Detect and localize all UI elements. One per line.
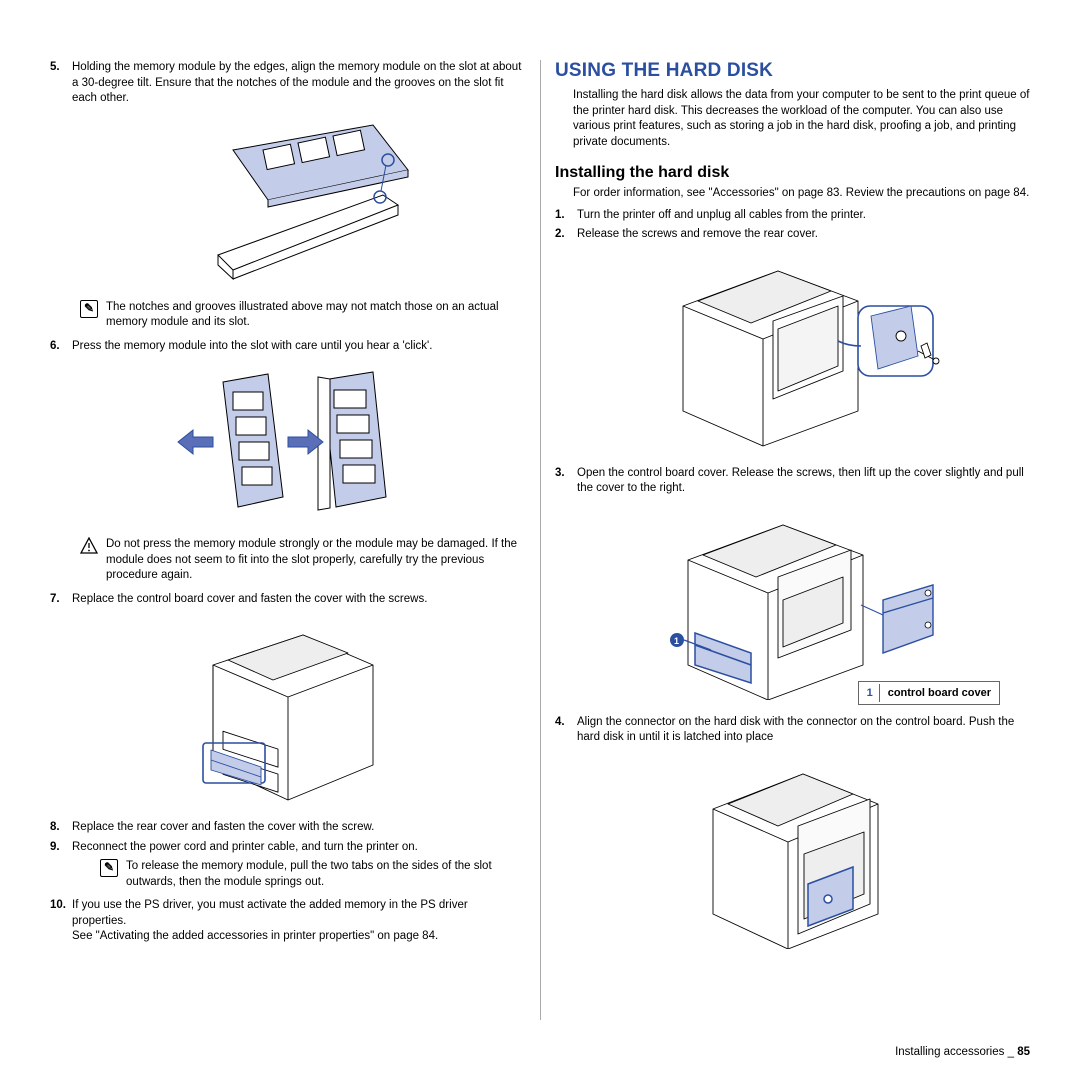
step-8: 8. Replace the rear cover and fasten the… [50, 820, 525, 836]
page-footer: Installing accessories _ 85 [895, 1046, 1030, 1058]
step-6-text: Press the memory module into the slot wi… [72, 340, 432, 352]
note-icon: ✎ [80, 300, 98, 318]
note-notches: ✎ The notches and grooves illustrated ab… [80, 300, 525, 331]
svg-text:1: 1 [674, 636, 679, 646]
step-7: 7. Replace the control board cover and f… [50, 592, 525, 608]
figure-rear-cover [555, 251, 1030, 456]
figure-memory-insert [50, 115, 525, 290]
sub-text: For order information, see "Accessories"… [573, 186, 1030, 202]
step-9: 9. Reconnect the power cord and printer … [50, 840, 525, 856]
step-9-text: Reconnect the power cord and printer cab… [72, 841, 418, 853]
step-7-text: Replace the control board cover and fast… [72, 593, 427, 605]
figure-printer-cover [50, 615, 525, 810]
step-r1: 1. Turn the printer off and unplug all c… [555, 208, 1030, 224]
step-10-ref: See "Activating the added accessories in… [72, 930, 438, 942]
step-6: 6. Press the memory module into the slot… [50, 339, 525, 355]
note-icon: ✎ [100, 859, 118, 877]
subheading-install: Installing the hard disk [555, 164, 1030, 182]
figure-memory-click [50, 362, 525, 527]
figure-hdd-latch [555, 754, 1030, 954]
warning-icon [80, 537, 98, 584]
right-column: USING THE HARD DISK Installing the hard … [555, 60, 1030, 1020]
step-10: 10. If you use the PS driver, you must a… [50, 898, 525, 945]
step-r2: 2. Release the screws and remove the rea… [555, 227, 1030, 243]
warning-press: Do not press the memory module strongly … [80, 537, 525, 584]
step-r4: 4. Align the connector on the hard disk … [555, 715, 1030, 746]
left-column: 5. Holding the memory module by the edge… [50, 60, 525, 1020]
step-r3: 3. Open the control board cover. Release… [555, 466, 1030, 497]
note-release: ✎ To release the memory module, pull the… [100, 859, 525, 890]
column-divider [540, 60, 541, 1020]
step-8-text: Replace the rear cover and fasten the co… [72, 821, 374, 833]
step-10-text: If you use the PS driver, you must activ… [72, 899, 468, 927]
figure-control-board: 1 1 control board cover [555, 505, 1030, 705]
callout-table: 1 control board cover [858, 681, 1000, 705]
intro-text: Installing the hard disk allows the data… [573, 88, 1030, 150]
step-5: 5. Holding the memory module by the edge… [50, 60, 525, 107]
heading-hard-disk: USING THE HARD DISK [555, 60, 1030, 82]
step-5-text: Holding the memory module by the edges, … [72, 61, 521, 104]
